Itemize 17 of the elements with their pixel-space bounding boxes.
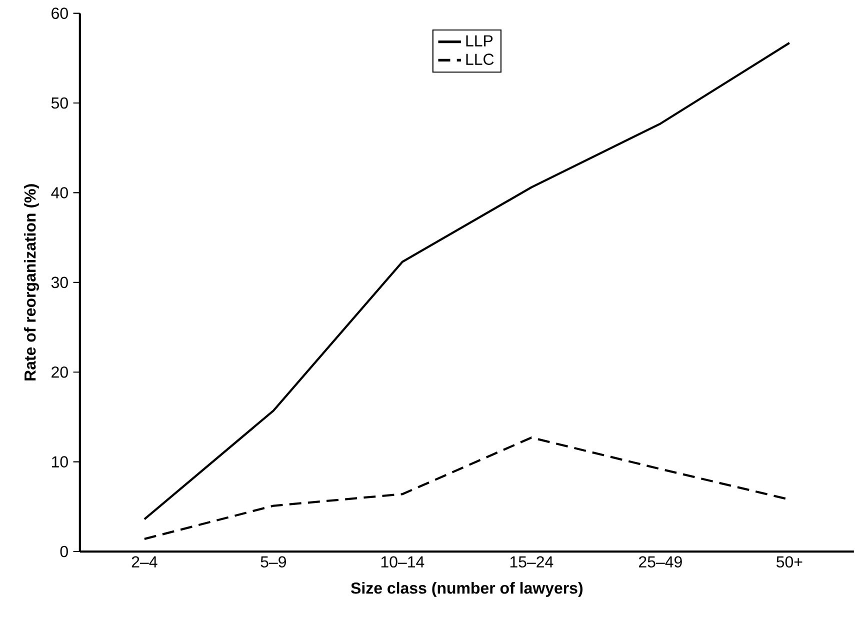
x-tick-label: 10–14 xyxy=(381,556,424,568)
x-axis-title: Size class (number of lawyers) xyxy=(351,582,583,597)
y-tick-label: 60 xyxy=(52,7,68,19)
y-tick-label: 0 xyxy=(60,546,68,557)
y-tick-label: 10 xyxy=(52,456,68,468)
x-tick-label: 5–9 xyxy=(260,556,286,568)
y-tick-label: 20 xyxy=(52,366,68,378)
x-tick-label: 15–24 xyxy=(510,556,554,568)
y-tick-label: 40 xyxy=(51,186,68,198)
legend-label: LLC xyxy=(466,53,494,65)
y-tick-label: 50 xyxy=(51,97,68,108)
y-tick-label: 30 xyxy=(51,276,68,288)
x-tick-label: 50+ xyxy=(776,556,802,568)
x-tick-label: 25–49 xyxy=(639,556,682,568)
y-axis-title: Rate of reorganization (%) xyxy=(24,184,39,380)
legend-label: LLP xyxy=(466,35,493,46)
x-tick-label: 2–4 xyxy=(132,556,158,568)
